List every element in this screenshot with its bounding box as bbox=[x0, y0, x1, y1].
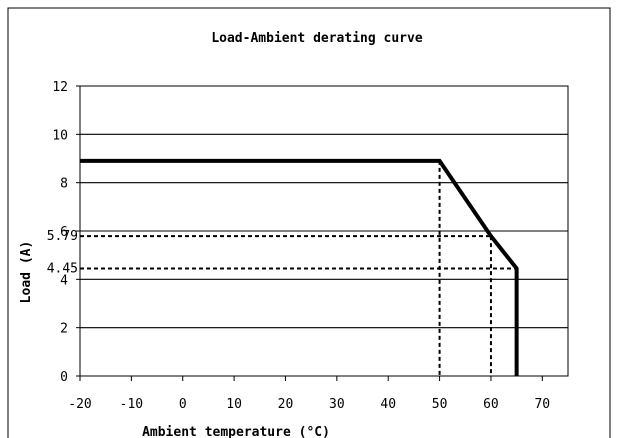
x-tick-label: 0 bbox=[179, 397, 187, 412]
y-tick-label: 8 bbox=[60, 177, 68, 192]
x-tick-label: 40 bbox=[380, 397, 396, 412]
y-tick-label: 10 bbox=[52, 128, 68, 143]
chart-frame bbox=[7, 7, 611, 438]
y-tick-label: 2 bbox=[60, 322, 68, 337]
y-tick-label: 12 bbox=[52, 80, 68, 95]
x-tick-label: 70 bbox=[534, 397, 550, 412]
x-tick-label: 50 bbox=[432, 397, 448, 412]
x-tick-label: 10 bbox=[226, 397, 242, 412]
y-tick-label: 4 bbox=[60, 273, 68, 288]
reference-value-label: 5.79 bbox=[47, 229, 78, 244]
y-tick-label: 6 bbox=[60, 225, 68, 240]
chart-title: Load-Ambient derating curve bbox=[211, 31, 422, 46]
x-tick-label: -20 bbox=[68, 397, 91, 412]
x-tick-label: 20 bbox=[278, 397, 294, 412]
y-tick-label: 0 bbox=[60, 370, 68, 385]
y-axis-label: Load (A) bbox=[19, 241, 34, 304]
x-tick-label: 60 bbox=[483, 397, 499, 412]
plot-area: 0 2 4 6 8 10 12 -20 -10 0 10 20 30 40 50 60 70 5.79 4.45 bbox=[47, 80, 569, 412]
x-tick-label: 30 bbox=[329, 397, 345, 412]
x-tick-label: -10 bbox=[120, 397, 143, 412]
x-axis-label: Ambient temperature (°C) bbox=[142, 425, 330, 438]
reference-value-label: 4.45 bbox=[47, 261, 78, 276]
